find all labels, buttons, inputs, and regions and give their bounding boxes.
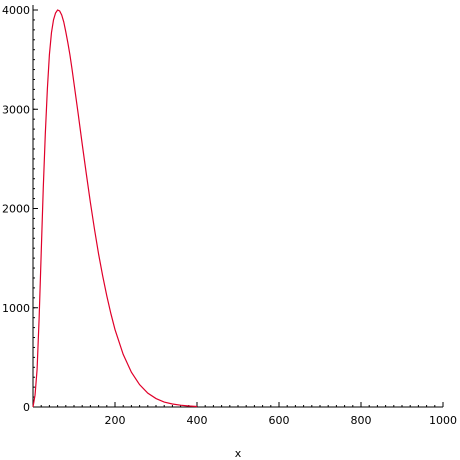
y-tick-label: 0 xyxy=(23,401,30,414)
x-axis-label: x xyxy=(235,447,242,460)
y-tick-label: 1000 xyxy=(2,302,30,315)
y-tick-label: 3000 xyxy=(2,103,30,116)
y-tick-label: 4000 xyxy=(2,4,30,17)
minor-ticks xyxy=(33,9,444,407)
major-ticks xyxy=(33,9,444,408)
tick-labels: 200 400 600 800 1000 0 1000 2000 3000 4000 xyxy=(2,4,457,427)
x-tick-label: 200 xyxy=(105,414,126,427)
x-tick-label: 800 xyxy=(351,414,372,427)
x-tick-label: 400 xyxy=(187,414,208,427)
x-tick-label: 1000 xyxy=(429,414,457,427)
y-tick-label: 2000 xyxy=(2,203,30,216)
series-line xyxy=(32,9,198,408)
x-tick-label: 600 xyxy=(269,414,290,427)
